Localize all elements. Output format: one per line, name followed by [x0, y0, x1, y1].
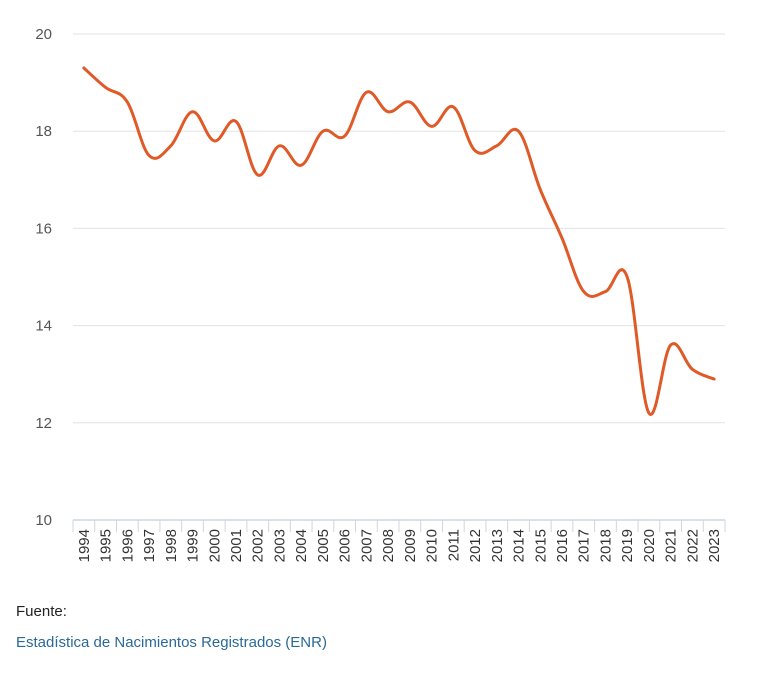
x-tick-label: 2020: [641, 529, 658, 562]
y-tick-label: 16: [35, 220, 52, 237]
x-tick-label: 1997: [141, 529, 158, 562]
x-tick-label: 2001: [228, 529, 245, 562]
data-point: [321, 129, 325, 133]
y-tick-label: 12: [35, 415, 52, 432]
x-tick-label: 2017: [576, 529, 593, 562]
x-tick-label: 2004: [293, 529, 310, 562]
x-tick-label: 2005: [315, 529, 332, 562]
x-tick-label: 1995: [98, 529, 115, 562]
data-point: [712, 377, 716, 381]
series-line: [82, 66, 716, 416]
x-axis: 1994 1995 1996 1997 1998 1999 2000 2001 2002 2003…: [72, 519, 726, 562]
data-point: [669, 343, 673, 347]
data-point: [517, 129, 521, 133]
data-point: [538, 188, 542, 192]
x-tick-label: 2012: [467, 529, 484, 562]
y-axis-ticks: 10 12 14 16 18 20: [35, 26, 52, 529]
data-point: [430, 124, 434, 128]
y-tick-label: 14: [35, 318, 52, 335]
x-tick-label: 1994: [76, 529, 93, 562]
y-tick-label: 20: [35, 26, 52, 43]
x-tick-label: 2006: [337, 529, 354, 562]
x-tick-label: 1999: [185, 529, 202, 562]
x-tick-label: 2007: [358, 529, 375, 562]
x-tick-label: 2019: [619, 529, 636, 562]
source-link[interactable]: Estadística de Nacimientos Registrados (…: [16, 634, 327, 651]
data-point: [343, 134, 347, 138]
data-point: [169, 144, 173, 148]
x-tick-label: 2011: [445, 529, 462, 561]
data-point: [299, 163, 303, 167]
x-tick-label: 2003: [271, 529, 288, 562]
x-tick-label: 1996: [119, 529, 136, 562]
data-point: [690, 367, 694, 371]
data-point: [560, 236, 564, 240]
x-tick-label: 2015: [532, 529, 549, 562]
data-point: [234, 119, 238, 123]
x-tick-label: 2014: [511, 529, 528, 562]
x-tick-label: 2008: [380, 529, 397, 562]
data-point: [364, 90, 368, 94]
x-tick-label: 1998: [163, 529, 180, 562]
x-tick-label: 2010: [424, 529, 441, 562]
data-point: [191, 110, 195, 114]
data-point: [256, 173, 260, 177]
y-tick-label: 18: [35, 123, 52, 140]
data-point: [625, 275, 629, 279]
x-tick-label: 2002: [250, 529, 267, 562]
data-point: [647, 411, 651, 415]
data-point: [495, 144, 499, 148]
series-layer: [82, 66, 716, 416]
x-tick-label: 2023: [706, 529, 723, 562]
source-label: Fuente:: [16, 603, 67, 620]
x-tick-label: 2018: [597, 529, 614, 562]
x-tick-label: 2013: [489, 529, 506, 562]
data-point: [582, 290, 586, 294]
x-tick-label: 2000: [206, 529, 223, 562]
data-point: [82, 66, 86, 70]
data-point: [125, 100, 129, 104]
x-tick-label: 2021: [663, 529, 680, 562]
data-point: [473, 149, 477, 153]
data-point: [451, 105, 455, 109]
data-point: [386, 110, 390, 114]
x-tick-label: 2009: [402, 529, 419, 562]
data-point: [277, 144, 281, 148]
gridlines: [73, 33, 725, 424]
data-point: [408, 100, 412, 104]
x-tick-label: 2022: [684, 529, 701, 562]
data-point: [212, 139, 216, 143]
data-point: [147, 154, 151, 158]
x-tick-label: 2016: [554, 529, 571, 562]
data-point: [603, 290, 607, 294]
y-tick-label: 10: [35, 512, 52, 529]
data-point: [104, 85, 108, 89]
